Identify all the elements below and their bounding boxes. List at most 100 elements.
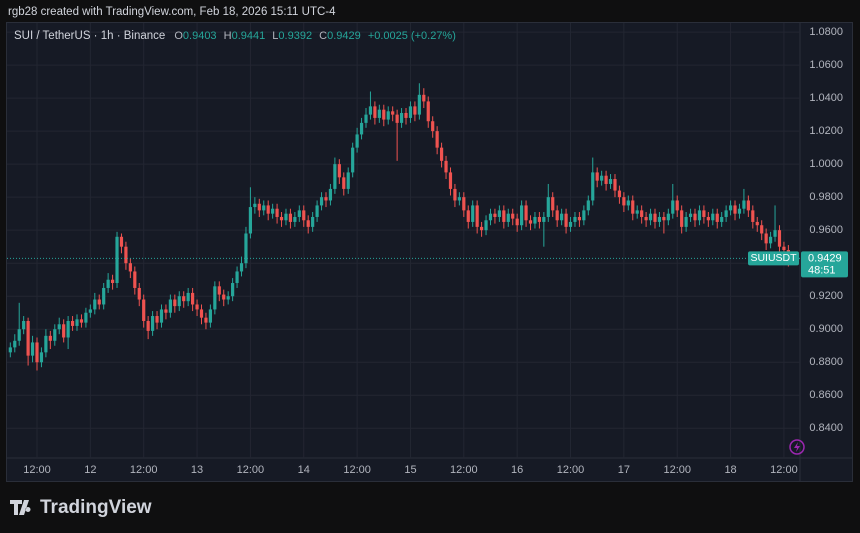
candle-body [150,316,155,331]
candle-body [57,324,61,330]
candle-body [666,213,670,221]
candle-body [386,111,390,120]
y-tick-label: 1.0000 [809,158,843,170]
candle-body [222,294,226,300]
x-tick-label: 18 [724,464,736,476]
brand: TradingView [40,497,152,518]
candle-body [48,335,52,341]
candle-body [208,309,212,323]
candle-body [688,213,693,217]
candle-body [44,335,48,353]
candle-body [444,160,448,173]
candle-body [591,172,595,201]
candle-body [524,205,528,221]
candle-body [684,216,688,227]
candle-body [764,233,768,244]
candle-body [311,216,315,227]
candle-body [293,216,297,222]
candle-body [351,147,355,173]
ohlc-value: 0.9403 [183,30,217,42]
x-tick-label: 12:00 [343,464,371,476]
candle-body [93,299,97,310]
candle-body [604,175,608,184]
candle-body [493,213,497,217]
candle-body [471,205,475,222]
candle-body [346,172,350,189]
candle-body [377,109,381,118]
x-tick-label: 12:00 [23,464,51,476]
candle-body [777,230,782,247]
candle-body [364,114,368,123]
candle-body [324,197,328,201]
candle-body [448,172,453,189]
candle-body [542,216,546,222]
candle-body [404,112,408,118]
candle-body [159,309,164,323]
candle-body [737,208,742,214]
candle-body [533,216,537,224]
plot [7,23,800,458]
candle-body [26,320,30,356]
candle-body [137,287,141,300]
candle-body [128,263,132,272]
candle-body [537,216,541,222]
legend: SUI / TetherUS · 1h · Binance O0.9403 H0… [14,30,456,42]
candle-body [133,271,137,288]
ohlc-value: 0.9441 [232,30,266,42]
symbol-tag-label: SUIUSDT [750,252,797,264]
candle-body [422,94,426,102]
symbol: SUI / TetherUS · 1h · Binance [14,30,165,42]
candle-body [479,226,484,231]
x-tick-label: 15 [404,464,416,476]
candle-body [555,210,559,221]
candle-body [506,213,510,222]
candle-body [742,200,746,209]
candle-body [466,210,470,222]
caption: rgb28 created with TradingView.com, Feb … [8,6,336,18]
candle-body [413,106,417,115]
candle-body [39,352,44,363]
y-tick-label: 0.8600 [809,389,843,401]
candle-body [697,210,702,221]
candle-body [115,236,119,284]
candle-body [399,112,404,123]
candle-body [262,205,266,211]
candle-body [680,210,684,227]
candle-body [653,213,657,222]
candle-body [315,205,319,217]
candle-body [662,216,666,221]
candle-body [631,200,635,214]
candle-body [253,203,257,208]
candle-body [671,200,675,214]
candle-body [97,299,101,305]
candle-body [244,233,248,264]
candle-body [306,220,310,227]
candle-body [368,106,373,115]
candle-body [168,299,172,313]
candle-body [720,216,724,222]
candle-body [333,164,337,189]
alert-icon[interactable] [789,439,805,455]
x-tick-label: 16 [511,464,523,476]
x-tick-label: 13 [191,464,203,476]
candle-body [648,213,653,221]
ohlc-label: H [224,30,232,42]
candle-body [226,296,230,300]
candle-body [235,271,239,284]
candle-body [231,283,235,297]
candle-body [644,216,648,221]
candle-body [84,312,88,323]
candle-body [271,208,275,214]
candle-body [782,246,786,250]
candle-body [13,340,17,348]
candle-body [53,329,57,341]
candle-body [488,213,493,221]
candle-body [702,210,706,217]
candle-body [75,319,79,326]
candle-body [439,147,444,161]
candle-body [382,109,386,120]
candle-body [431,121,435,132]
symbol-tag [748,251,799,266]
candle-body [88,309,92,313]
